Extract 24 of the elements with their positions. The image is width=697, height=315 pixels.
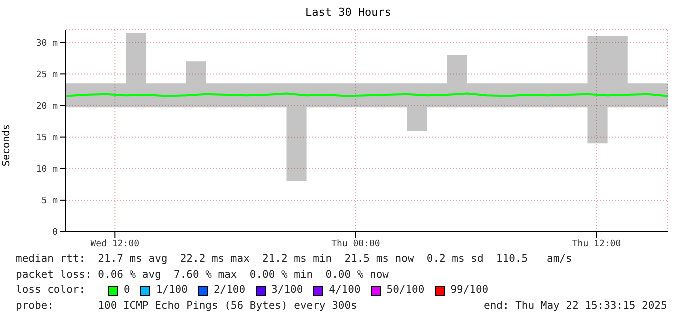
text: 4/100 bbox=[328, 283, 361, 298]
text: 50/100 bbox=[386, 283, 425, 298]
y-tick-label: 20 m bbox=[36, 102, 58, 112]
text: median rtt: 21.7 ms avg 22.2 ms max 21.2 ms min 21.5 ms now 0.2 ms sd 110.5 am/s bbox=[16, 252, 574, 267]
y-tick-label: 15 m bbox=[36, 134, 58, 144]
x-tick-label: Thu 12:00 bbox=[572, 239, 622, 250]
text: 2/100 bbox=[212, 283, 246, 298]
text: loss color: bbox=[16, 283, 87, 298]
text: packet loss: 0.06 % avg 7.60 % max 0.00 % min 0.00 % now bbox=[16, 268, 390, 282]
y-tick-label: 0 bbox=[52, 228, 58, 238]
y-tick-label: 10 m bbox=[36, 165, 58, 176]
x-tick-label: Thu 00:00 bbox=[332, 239, 380, 250]
y-tick-label: 30 m bbox=[36, 38, 58, 49]
text: 99/100 bbox=[450, 283, 489, 298]
text: 3/100 bbox=[270, 283, 304, 298]
x-tick-label: Wed 12:00 bbox=[90, 239, 140, 250]
text: probe: 100 ICMP Echo Pings (56 Bytes) every 300s bbox=[16, 298, 358, 314]
chart-title: Last 30 Hours bbox=[304, 6, 393, 19]
y-axis-title: Seconds bbox=[2, 124, 13, 167]
y-tick-label: 25 m bbox=[36, 70, 58, 80]
text: end: Thu May 22 15:33:15 2025 bbox=[484, 298, 668, 314]
text: 1/100 bbox=[155, 283, 188, 298]
y-tick-label: 5 m bbox=[42, 196, 58, 207]
text: 0 bbox=[123, 283, 130, 298]
